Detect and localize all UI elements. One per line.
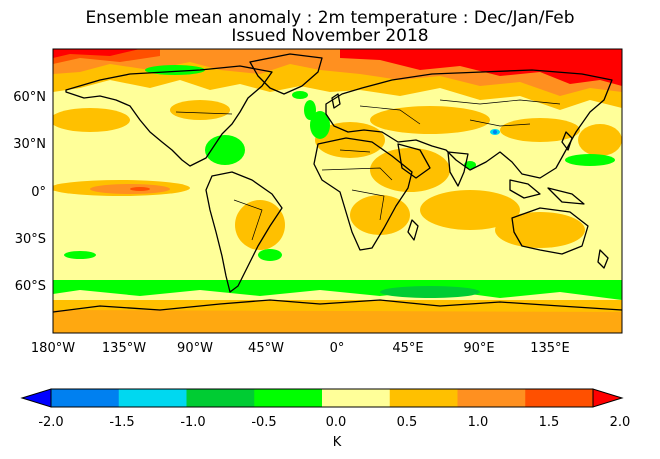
colorbar-tick-label: -1.5 [109, 415, 134, 430]
colorbar-tick-label: 0.5 [397, 415, 418, 430]
lat-tick-label: 60°N [13, 90, 46, 105]
lon-tick-label: 135°W [102, 341, 146, 356]
colorbar-segment [186, 389, 255, 407]
colorbar-segment [322, 389, 391, 407]
map-title: Ensemble mean anomaly : 2m temperature :… [85, 8, 575, 28]
map-subtitle: Issued November 2018 [231, 26, 429, 46]
lon-tick-label: 45°W [248, 341, 284, 356]
lat-tick-label: 30°N [13, 137, 46, 152]
lon-tick-label: 90°E [463, 341, 494, 356]
map-frame [52, 48, 623, 334]
lon-tick-label: 45°E [392, 341, 423, 356]
colorbar-tick-label: 1.0 [468, 415, 489, 430]
colorbar-low-extend [20, 388, 52, 408]
colorbar-segment [118, 389, 187, 407]
lon-tick-label: 135°E [530, 341, 570, 356]
colorbar-segment [51, 389, 120, 407]
longitude-tick-labels: 180°W 135°W 90°W 45°W 0° 45°E 90°E 135°E [31, 341, 570, 356]
lon-tick-label: 90°W [177, 341, 213, 356]
colorbar-unit-label: K [333, 435, 342, 450]
colorbar-tick-label: 1.5 [539, 415, 560, 430]
lat-tick-label: 30°S [15, 232, 46, 247]
colorbar-segment [457, 389, 526, 407]
colorbar-segment [389, 389, 458, 407]
colorbar-tick-label: 0.0 [326, 415, 347, 430]
lon-tick-label: 180°W [31, 341, 75, 356]
colorbar-tick-label: -0.5 [251, 415, 276, 430]
lat-tick-label: 60°S [15, 279, 46, 294]
latitude-tick-labels: 60°N 30°N 0° 30°S 60°S [13, 90, 46, 294]
colorbar-segment [254, 389, 323, 407]
colorbar: -2.0 -1.5 -1.0 -0.5 0.0 0.5 1.0 1.5 2.0 … [20, 388, 631, 450]
colorbar-high-extend [592, 388, 624, 408]
colorbar-tick-label: 2.0 [610, 415, 631, 430]
colorbar-segment [525, 389, 594, 407]
colorbar-tick-label: -1.0 [180, 415, 205, 430]
lon-tick-label: 0° [330, 341, 345, 356]
colorbar-tick-label: -2.0 [38, 415, 63, 430]
lat-tick-label: 0° [31, 185, 46, 200]
map-field [53, 49, 622, 333]
